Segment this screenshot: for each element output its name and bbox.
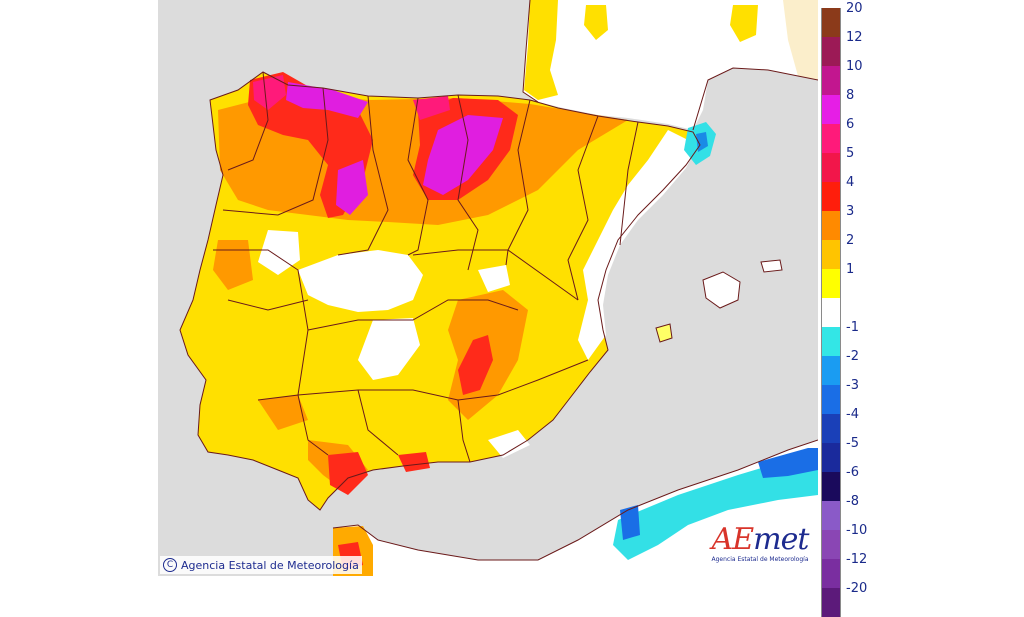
legend-label: 5 <box>846 146 855 161</box>
legend-swatch <box>821 588 841 617</box>
copyright-icon: C <box>163 558 177 572</box>
legend-label: 6 <box>846 117 855 132</box>
legend-label: 2 <box>846 233 855 248</box>
legend-swatch <box>821 211 841 240</box>
france-yellow-patches <box>524 0 758 100</box>
ibiza <box>655 323 673 343</box>
legend-label: -20 <box>846 581 868 596</box>
logo-wordmark: AEmet <box>706 524 814 556</box>
legend-swatch <box>821 153 841 182</box>
color-scale-legend: 20 12 10 8 6 5 4 3 2 1 -1 -2 -3 -4 -5 -6 -8 -10 -12 -20 <box>818 2 867 617</box>
legend-label: -1 <box>846 320 859 335</box>
coastlines <box>332 0 818 561</box>
legend-label: 10 <box>846 59 863 74</box>
legend-label: 4 <box>846 175 855 190</box>
agency-credit: C Agencia Estatal de Meteorología <box>160 556 362 574</box>
mallorca <box>702 271 741 309</box>
logo-ae: AE <box>711 522 755 557</box>
legend-label: -10 <box>846 523 868 538</box>
legend-swatch <box>821 95 841 124</box>
neutral-zone-center <box>258 230 530 458</box>
menorca <box>760 259 783 273</box>
legend-swatch <box>821 37 841 66</box>
legend-label: -6 <box>846 465 859 480</box>
legend-label: 8 <box>846 88 855 103</box>
north-africa <box>333 440 818 576</box>
legend-swatch <box>821 66 841 95</box>
legend-swatch <box>821 269 841 298</box>
north-africa-cold <box>613 455 818 560</box>
anomaly-map <box>158 0 818 576</box>
north-africa-blue <box>620 448 818 540</box>
legend-label: -2 <box>846 349 859 364</box>
legend-swatch <box>821 356 841 385</box>
province-borders <box>179 71 701 511</box>
legend-swatch <box>821 530 841 559</box>
legend-swatch <box>821 182 841 211</box>
france-right-beige <box>783 0 818 80</box>
legend-swatch <box>821 559 841 588</box>
legend-swatch <box>821 501 841 530</box>
legend-swatch <box>821 8 841 37</box>
legend-label: 12 <box>846 30 863 45</box>
logo-subtitle: Agencia Estatal de Meteorología <box>711 556 809 563</box>
legend-label: -12 <box>846 552 868 567</box>
legend-label: 1 <box>846 262 855 277</box>
legend-swatch <box>821 298 841 327</box>
legend-label: -3 <box>846 378 859 393</box>
legend-swatch <box>821 124 841 153</box>
pink-zone <box>253 75 450 120</box>
logo-met: met <box>753 522 809 557</box>
legend-swatch <box>821 414 841 443</box>
orange-zone <box>213 92 628 490</box>
legend-label: 20 <box>846 1 863 16</box>
neutral-zone-northeast <box>578 130 698 360</box>
credit-text: Agencia Estatal de Meteorología <box>181 558 359 572</box>
legend-swatch <box>821 472 841 501</box>
legend-swatch <box>821 443 841 472</box>
legend-label: 3 <box>846 204 855 219</box>
legend-label: -4 <box>846 407 859 422</box>
legend-label: -8 <box>846 494 859 509</box>
map-canvas <box>158 0 818 576</box>
magenta-zone <box>286 82 503 215</box>
legend-label: -5 <box>846 436 859 451</box>
legend-swatch <box>821 240 841 269</box>
legend-swatch <box>821 385 841 414</box>
legend-swatch <box>821 327 841 356</box>
aemet-logo: AEmet Agencia Estatal de Meteorología <box>706 524 814 574</box>
